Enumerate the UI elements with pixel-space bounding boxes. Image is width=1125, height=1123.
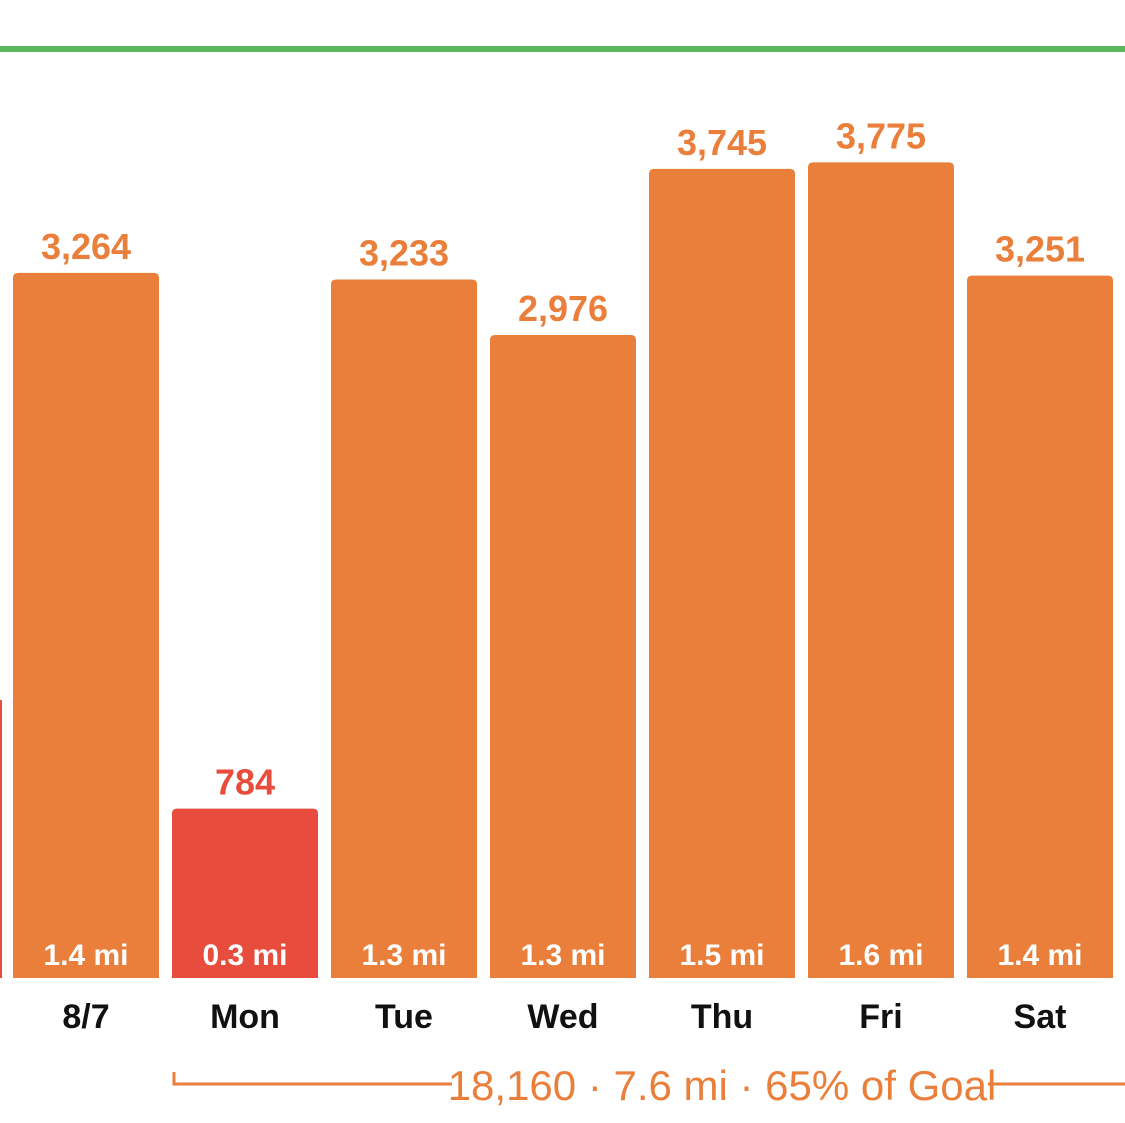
- bars-group: 3,264 1.4 mi 8/7 784 0.3 mi Mon 3,233 1.3 mi Tue…: [13, 115, 1113, 1036]
- day-label-8-7: 8/7: [62, 998, 109, 1036]
- day-label-mon: Mon: [210, 998, 280, 1036]
- bar-mon: [172, 808, 318, 978]
- day-label-wed: Wed: [527, 998, 598, 1036]
- day-label-fri: Fri: [859, 998, 902, 1036]
- bar-value-label-tue: 3,233: [359, 233, 449, 274]
- bar-distance-label-mon: 0.3 mi: [202, 939, 287, 972]
- week-summary: 18,160 · 7.6 mi · 65% of Goal: [172, 1062, 1125, 1109]
- week-summary-text: 18,160 · 7.6 mi · 65% of Goal: [448, 1062, 997, 1109]
- bar-value-label-8-7: 3,264: [41, 226, 131, 267]
- bar-distance-label-sat: 1.4 mi: [997, 939, 1082, 972]
- summary-bracket-left: [172, 1072, 452, 1086]
- bar-wed: [490, 335, 636, 978]
- bar-distance-label-thu: 1.5 mi: [679, 939, 764, 972]
- day-label-sat: Sat: [1014, 998, 1067, 1036]
- bar-thu: [649, 168, 795, 978]
- bar-distance-label-8-7: 1.4 mi: [43, 939, 128, 972]
- bar-distance-label-tue: 1.3 mi: [361, 939, 446, 972]
- bar-fri: [808, 162, 954, 978]
- bar-value-label-thu: 3,745: [677, 122, 767, 163]
- day-label-tue: Tue: [375, 998, 433, 1036]
- bar-tue: [331, 279, 477, 979]
- bar-value-label-sat: 3,251: [995, 229, 1085, 270]
- bar-value-label-mon: 784: [215, 762, 275, 803]
- bar-distance-label-fri: 1.6 mi: [838, 939, 923, 972]
- bar-8-7: [13, 272, 159, 978]
- bar-value-label-fri: 3,775: [836, 115, 926, 156]
- bar-value-label-wed: 2,976: [518, 288, 608, 329]
- bar-sat: [967, 275, 1113, 978]
- bar-distance-label-wed: 1.3 mi: [520, 939, 605, 972]
- day-label-thu: Thu: [691, 998, 753, 1036]
